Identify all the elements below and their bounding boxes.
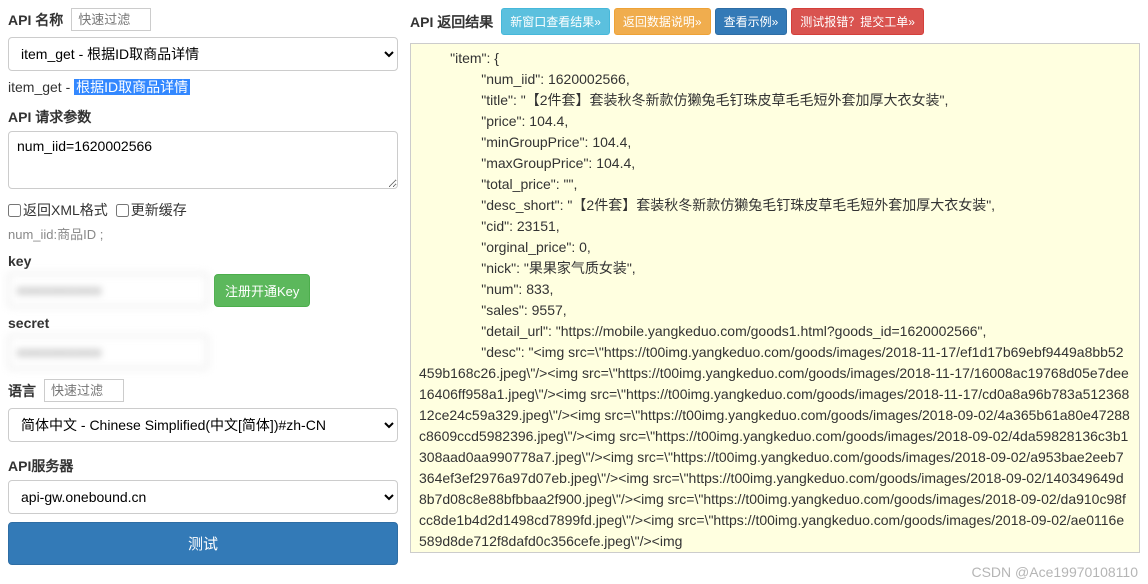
helper-highlight: 根据ID取商品详情 — [74, 79, 190, 95]
options-row: 返回XML格式 更新缓存 — [8, 200, 398, 220]
api-name-row: API 名称 — [8, 8, 398, 31]
server-label: API服务器 — [8, 456, 398, 476]
return-xml-option[interactable]: 返回XML格式 — [8, 200, 108, 220]
helper-prefix: item_get - — [8, 79, 74, 95]
main-container: API 名称 item_get - 根据ID取商品详情 item_get - 根… — [0, 0, 1148, 573]
api-name-filter-input[interactable] — [71, 8, 151, 31]
secret-row — [8, 335, 398, 369]
secret-label: secret — [8, 315, 398, 331]
key-input[interactable] — [8, 273, 208, 307]
register-key-button[interactable]: 注册开通Key — [214, 274, 310, 307]
update-cache-checkbox[interactable] — [116, 204, 129, 217]
data-desc-button[interactable]: 返回数据说明» — [614, 8, 711, 35]
lang-select[interactable]: 简体中文 - Chinese Simplified(中文[简体])#zh-CN — [8, 408, 398, 442]
report-button[interactable]: 测试报错？提交工单» — [791, 8, 924, 35]
new-window-button[interactable]: 新窗口查看结果» — [501, 8, 610, 35]
update-cache-option[interactable]: 更新缓存 — [116, 200, 187, 220]
api-helper-text: item_get - 根据ID取商品详情 — [8, 77, 398, 97]
request-params-textarea[interactable]: num_iid=1620002566 — [8, 131, 398, 189]
key-row: 注册开通Key — [8, 273, 398, 307]
left-panel: API 名称 item_get - 根据ID取商品详情 item_get - 根… — [8, 8, 398, 565]
right-panel: API 返回结果 新窗口查看结果» 返回数据说明» 查看示例» 测试报错？提交工… — [410, 8, 1140, 565]
update-cache-label: 更新缓存 — [131, 200, 187, 220]
api-name-label: API 名称 — [8, 10, 63, 30]
key-label: key — [8, 253, 398, 269]
json-result-panel[interactable]: "item": { "num_iid": 1620002566, "title"… — [410, 43, 1140, 553]
lang-filter-input[interactable] — [44, 379, 124, 402]
param-hint: num_iid:商品ID ; — [8, 224, 398, 243]
result-header: API 返回结果 新窗口查看结果» 返回数据说明» 查看示例» 测试报错？提交工… — [410, 8, 1140, 35]
lang-label: 语言 — [8, 381, 36, 401]
api-select[interactable]: item_get - 根据ID取商品详情 — [8, 37, 398, 71]
return-xml-checkbox[interactable] — [8, 204, 21, 217]
example-button[interactable]: 查看示例» — [715, 8, 788, 35]
secret-input[interactable] — [8, 335, 208, 369]
json-text: "item": { "num_iid": 1620002566, "title"… — [419, 48, 1131, 552]
return-xml-label: 返回XML格式 — [23, 200, 108, 220]
test-button[interactable]: 测试 — [8, 522, 398, 565]
result-label: API 返回结果 — [410, 12, 493, 32]
server-select[interactable]: api-gw.onebound.cn — [8, 480, 398, 514]
request-params-label: API 请求参数 — [8, 107, 398, 127]
lang-row: 语言 — [8, 379, 398, 402]
